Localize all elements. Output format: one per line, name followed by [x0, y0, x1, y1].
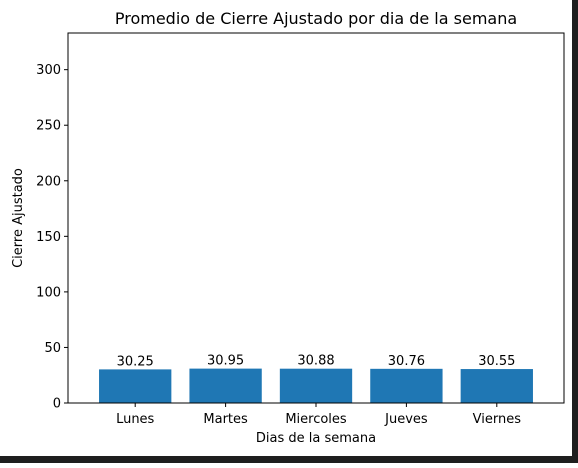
bar: [99, 369, 172, 403]
x-tick-label: Miercoles: [285, 412, 347, 427]
bar: [279, 368, 353, 403]
chart-title: Promedio de Cierre Ajustado por dia de l…: [115, 9, 517, 28]
bar: [370, 368, 443, 403]
bar-value-label: 30.88: [297, 354, 334, 369]
y-tick-label: 250: [36, 119, 61, 134]
bar-value-label: 30.95: [207, 354, 244, 369]
bar-value-label: 30.25: [117, 354, 154, 369]
y-tick-label: 100: [36, 285, 61, 300]
y-tick-label: 0: [53, 397, 61, 412]
bar: [189, 368, 262, 403]
y-tick-label: 200: [36, 174, 61, 189]
x-axis-label: Dias de la semana: [256, 431, 376, 446]
x-tick-label: Martes: [203, 412, 248, 427]
plot-area: [68, 33, 564, 403]
x-axis: Lunes Martes Miercoles Jueves Viernes: [116, 403, 521, 427]
y-tick-label: 300: [36, 63, 61, 78]
y-tick-label: 150: [36, 230, 61, 245]
x-tick-label: Jueves: [384, 412, 428, 427]
y-tick-label: 50: [44, 341, 61, 356]
y-axis: 0 50 100 150 200 250 300: [36, 63, 68, 412]
bar-value-label: 30.55: [478, 354, 515, 369]
bar-series: 30.25 30.95 30.88 30.76 30.55: [99, 354, 533, 403]
window-edge-bottom: [0, 456, 578, 463]
window-edge-right: [572, 0, 578, 463]
bar-value-label: 30.76: [388, 354, 425, 369]
plot-frame: [67, 32, 565, 404]
y-axis-label: Cierre Ajustado: [11, 168, 26, 268]
x-tick-label: Viernes: [473, 412, 522, 427]
bar: [460, 369, 533, 403]
x-tick-label: Lunes: [116, 412, 154, 427]
